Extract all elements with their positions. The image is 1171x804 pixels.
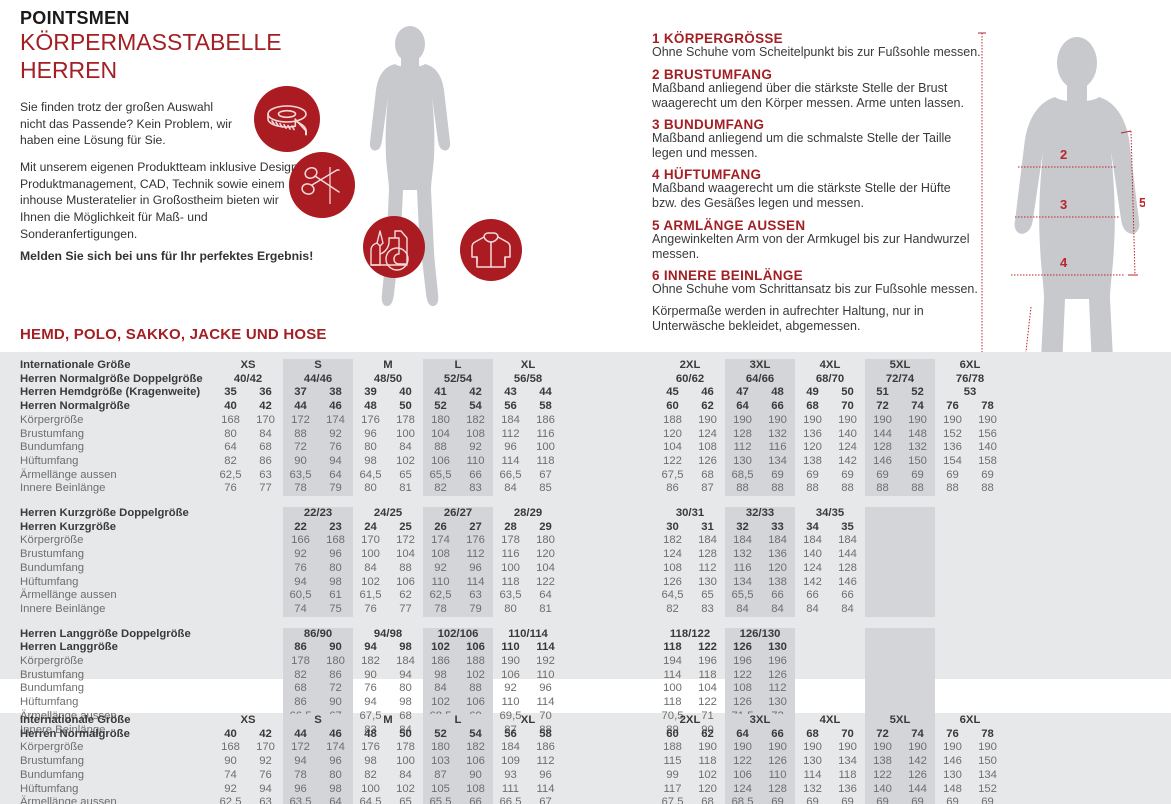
svg-text:3: 3 [1060,197,1067,212]
svg-text:2: 2 [1060,147,1067,162]
svg-text:5: 5 [1139,195,1145,210]
svg-text:4: 4 [1060,255,1068,270]
